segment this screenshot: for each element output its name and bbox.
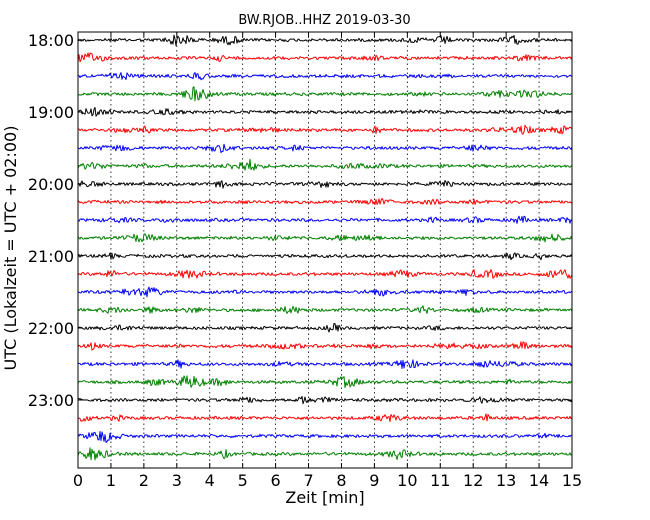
plot-frame <box>77 31 573 469</box>
y-tick-label: 22:00 <box>28 319 74 338</box>
trace-1815 <box>77 52 573 63</box>
trace-2015 <box>77 197 573 206</box>
y-tick-label: 21:00 <box>28 247 74 266</box>
x-tick-label: 8 <box>336 471 346 490</box>
y-tick-label: 23:00 <box>28 391 74 410</box>
x-axis-label: Zeit [min] <box>285 488 364 507</box>
trace-2100 <box>77 252 573 261</box>
trace-2045 <box>77 233 573 243</box>
trace-2330 <box>77 431 573 443</box>
y-tick-label: 19:00 <box>28 103 74 122</box>
x-tick-label: 11 <box>430 471 450 490</box>
trace-2030 <box>77 215 573 224</box>
x-tick-label: 13 <box>496 471 516 490</box>
trace-2130 <box>77 286 573 298</box>
trace-1945 <box>77 158 573 171</box>
trace-1930 <box>77 143 573 154</box>
trace-2315 <box>77 413 573 423</box>
trace-2345 <box>77 447 573 461</box>
x-tick-label: 4 <box>205 471 215 490</box>
x-tick-label: 10 <box>397 471 417 490</box>
trace-2200 <box>77 322 573 333</box>
trace-2215 <box>77 341 573 351</box>
trace-1900 <box>77 106 573 117</box>
trace-2115 <box>77 269 573 279</box>
trace-1830 <box>77 72 573 81</box>
grid-lines <box>110 32 540 468</box>
x-tick-label: 6 <box>271 471 281 490</box>
x-axis-ticks: 0 1 2 3 4 5 6 7 8 9 10 11 12 13 14 15 <box>73 32 582 490</box>
x-tick-label: 7 <box>303 471 313 490</box>
chart-title: BW.RJOB..HHZ 2019-03-30 <box>238 13 410 28</box>
x-tick-label: 1 <box>106 471 116 490</box>
trace-2300 <box>77 396 573 405</box>
y-axis-label: UTC (Lokalzeit = UTC + 02:00) <box>1 126 20 371</box>
y-tick-label: 18:00 <box>28 31 74 50</box>
trace-2000 <box>77 179 573 189</box>
x-tick-label: 15 <box>562 471 582 490</box>
trace-2245 <box>77 375 573 389</box>
y-axis-ticks: 18:00 19:00 20:00 21:00 22:00 23:00 <box>28 31 572 410</box>
x-tick-label: 14 <box>529 471 549 490</box>
x-tick-label: 3 <box>172 471 182 490</box>
seismogram-traces <box>77 34 573 461</box>
trace-1915 <box>77 124 573 135</box>
x-tick-label: 2 <box>139 471 149 490</box>
x-tick-label: 9 <box>369 471 379 490</box>
trace-2230 <box>77 359 573 369</box>
trace-2145 <box>77 305 573 314</box>
trace-1845 <box>77 86 573 102</box>
x-tick-label: 0 <box>73 471 83 490</box>
trace-1800 <box>77 34 573 47</box>
y-tick-label: 20:00 <box>28 175 74 194</box>
x-tick-label: 5 <box>238 471 248 490</box>
x-tick-label: 12 <box>463 471 483 490</box>
